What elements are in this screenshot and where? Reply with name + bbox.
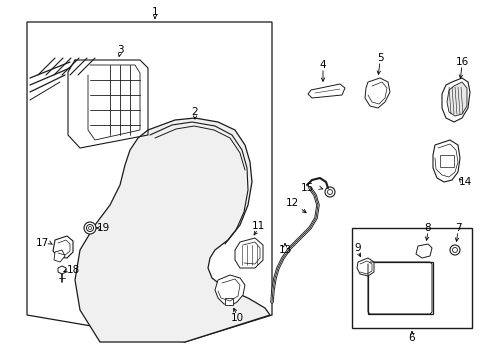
Circle shape (84, 222, 96, 234)
Polygon shape (356, 258, 373, 276)
Polygon shape (54, 250, 65, 262)
Polygon shape (307, 84, 345, 98)
Text: 1: 1 (151, 7, 158, 17)
Text: 4: 4 (319, 60, 325, 70)
Polygon shape (432, 140, 459, 182)
Polygon shape (441, 78, 469, 122)
Polygon shape (53, 236, 73, 258)
Circle shape (325, 187, 334, 197)
Text: 2: 2 (191, 107, 198, 117)
Text: 6: 6 (408, 333, 414, 343)
Circle shape (449, 245, 459, 255)
Circle shape (88, 226, 91, 230)
Text: 9: 9 (354, 243, 361, 253)
Text: 8: 8 (424, 223, 430, 233)
Text: 5: 5 (376, 53, 383, 63)
Polygon shape (364, 78, 389, 108)
Polygon shape (75, 118, 269, 342)
Text: 7: 7 (454, 223, 460, 233)
Polygon shape (235, 238, 263, 268)
Text: 10: 10 (230, 313, 243, 323)
Text: 18: 18 (66, 265, 80, 275)
Text: 15: 15 (300, 183, 313, 193)
Text: 14: 14 (457, 177, 470, 187)
Text: 13: 13 (278, 245, 291, 255)
Bar (351, 228, 471, 328)
Bar (224, 298, 232, 305)
Polygon shape (27, 22, 271, 342)
Circle shape (86, 225, 93, 231)
Bar (367, 262, 432, 314)
Polygon shape (415, 244, 431, 258)
Text: 19: 19 (96, 223, 109, 233)
Polygon shape (215, 275, 244, 305)
Polygon shape (446, 82, 466, 116)
Text: 11: 11 (251, 221, 264, 231)
Text: 17: 17 (35, 238, 48, 248)
Text: 3: 3 (117, 45, 123, 55)
Text: 12: 12 (285, 198, 298, 208)
Circle shape (327, 189, 332, 194)
Text: 16: 16 (454, 57, 468, 67)
Bar (439, 155, 453, 167)
Circle shape (451, 248, 457, 252)
Polygon shape (58, 266, 66, 274)
